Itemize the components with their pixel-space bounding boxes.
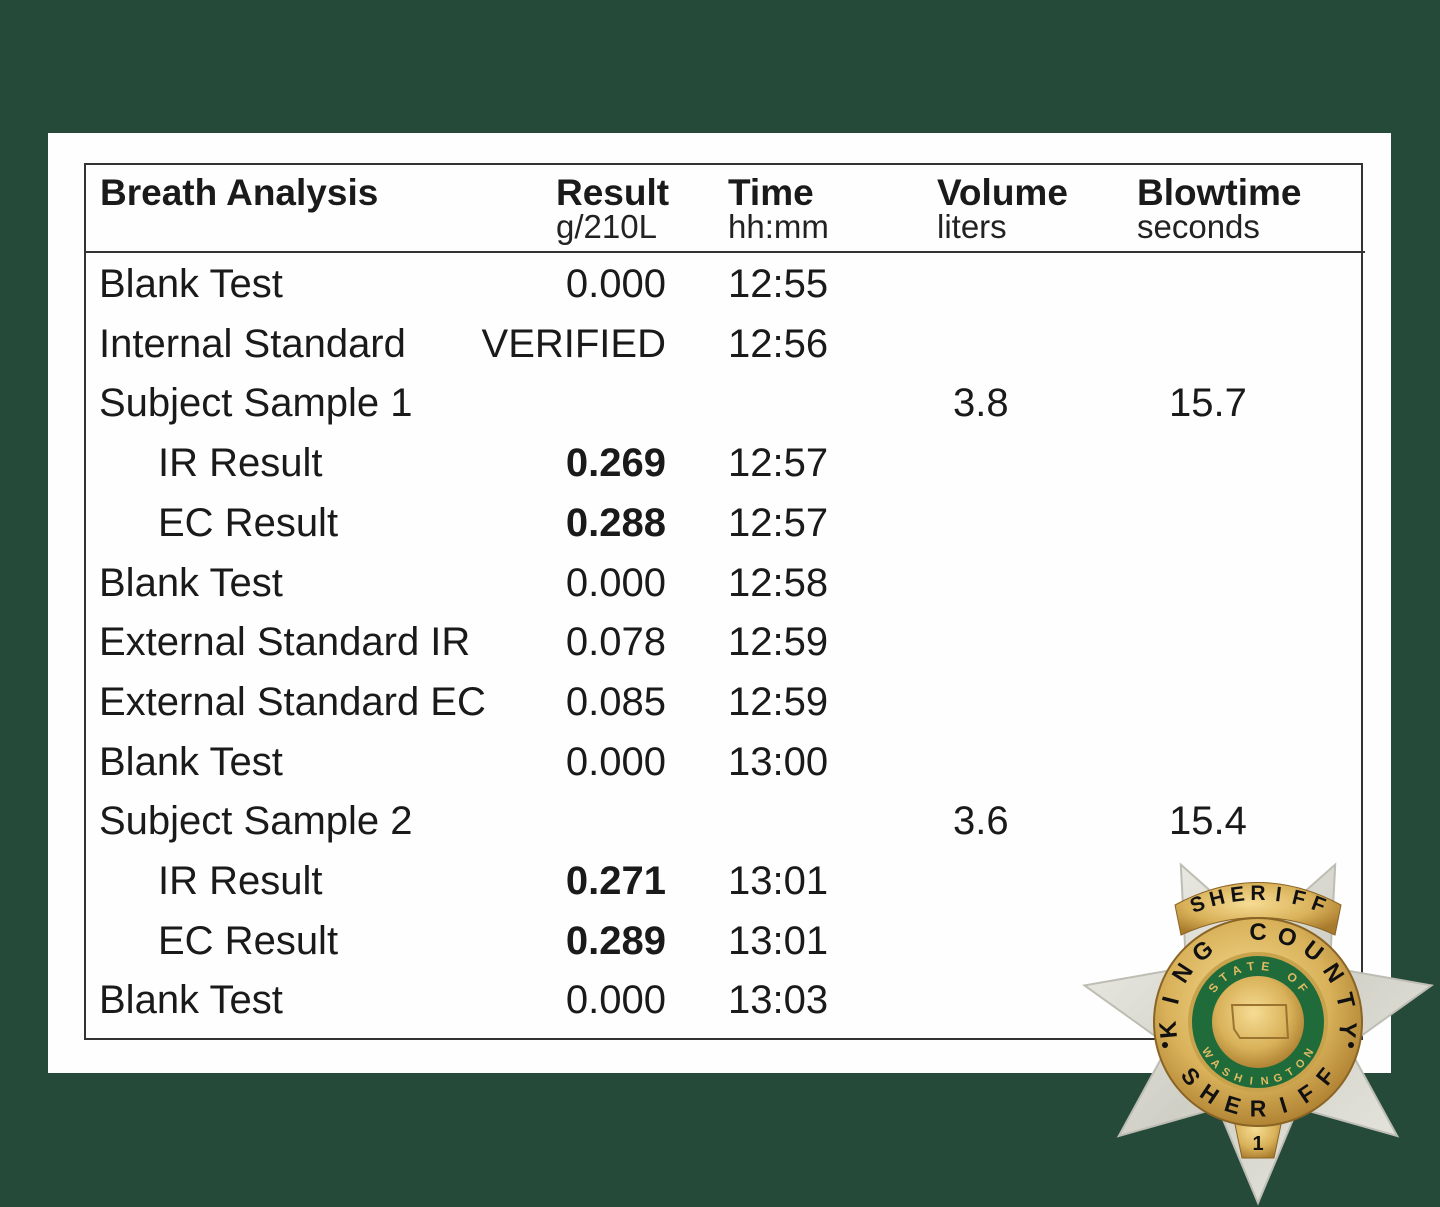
row-label: External Standard EC <box>99 679 486 724</box>
row-label: Blank Test <box>99 978 283 1023</box>
row-time: 13:01 <box>728 859 829 903</box>
table-frame <box>84 163 1363 1040</box>
row-label: Blank Test <box>99 560 283 605</box>
header-divider <box>84 251 1365 253</box>
row-time: 12:58 <box>728 560 829 605</box>
header-volume: Volume <box>937 172 1068 213</box>
row-label: External Standard IR <box>99 620 471 665</box>
header-result: Result <box>556 172 670 213</box>
row-label: EC Result <box>158 500 339 545</box>
header-volume-unit: liters <box>937 208 1007 245</box>
badge-letter: T <box>1246 959 1256 974</box>
row-label: Blank Test <box>99 262 283 306</box>
badge-letter: I <box>1274 883 1283 907</box>
header-result-unit: g/210L <box>556 208 657 245</box>
badge-letter: Y <box>1333 1021 1361 1039</box>
header-breath-analysis: Breath Analysis <box>100 172 379 213</box>
badge-letter: H <box>1232 1071 1244 1085</box>
row-result: 0.000 <box>565 560 666 605</box>
badge-letter: G <box>1272 1071 1284 1085</box>
row-result: 0.000 <box>565 262 666 306</box>
badge-letter: H <box>1207 885 1227 911</box>
row-time: 13:03 <box>728 978 829 1023</box>
row-time: 12:59 <box>728 679 829 724</box>
row-label: Blank Test <box>99 739 283 784</box>
row-result: 0.289 <box>565 918 666 963</box>
row-result: 0.085 <box>565 679 666 724</box>
badge-letter: E <box>1260 959 1270 974</box>
row-time: 13:00 <box>728 739 829 784</box>
badge-letter: R <box>1250 1096 1267 1122</box>
badge-letter: F <box>1290 886 1308 911</box>
row-label: IR Result <box>158 859 323 903</box>
row-result: 0.271 <box>565 859 666 903</box>
row-label: Subject Sample 2 <box>99 799 413 844</box>
badge-letter: C <box>1249 919 1266 946</box>
row-blowtime: 15.4 <box>1169 799 1247 844</box>
row-volume: 3.6 <box>953 799 1009 844</box>
row-result: 0.000 <box>565 739 666 784</box>
badge-letter: T <box>1330 990 1360 1011</box>
badge-letter: E <box>1229 882 1246 907</box>
washington-state-outline-icon <box>1230 1004 1290 1039</box>
badge-letter: N <box>1260 1075 1269 1088</box>
row-result: 0.288 <box>565 500 666 545</box>
row-label: EC Result <box>158 918 339 963</box>
header-time: Time <box>728 172 814 213</box>
row-result: 0.078 <box>565 620 666 665</box>
row-time: 12:57 <box>728 441 829 486</box>
header-blowtime-unit: seconds <box>1137 208 1260 245</box>
row-result: 0.000 <box>565 978 666 1023</box>
row-volume: 3.8 <box>953 381 1009 426</box>
badge-letter: E <box>1222 1090 1244 1119</box>
badge-letter: R <box>1250 882 1265 905</box>
badge-letter: I <box>1249 1075 1253 1087</box>
row-time: 13:01 <box>728 918 829 963</box>
row-time: 12:55 <box>728 262 829 306</box>
header-time-unit: hh:mm <box>728 208 829 245</box>
row-result: 0.269 <box>565 441 666 486</box>
badge-inner-bottom: WAS H I N G TON <box>1199 1046 1316 1088</box>
row-label: Internal Standard <box>99 321 406 366</box>
row-label: Subject Sample 1 <box>99 381 413 426</box>
row-label: IR Result <box>158 441 323 486</box>
row-time: 12:56 <box>728 321 829 366</box>
row-blowtime: 15.7 <box>1169 381 1247 426</box>
row-time: 12:57 <box>728 500 829 545</box>
row-result: VERIFIED <box>481 321 666 366</box>
badge-number: 1 <box>1252 1133 1263 1155</box>
header-blowtime: Blowtime <box>1137 172 1302 213</box>
breath-analysis-document <box>48 133 1391 1073</box>
badge-letter: K <box>1155 1019 1183 1039</box>
row-time: 12:59 <box>728 620 829 665</box>
